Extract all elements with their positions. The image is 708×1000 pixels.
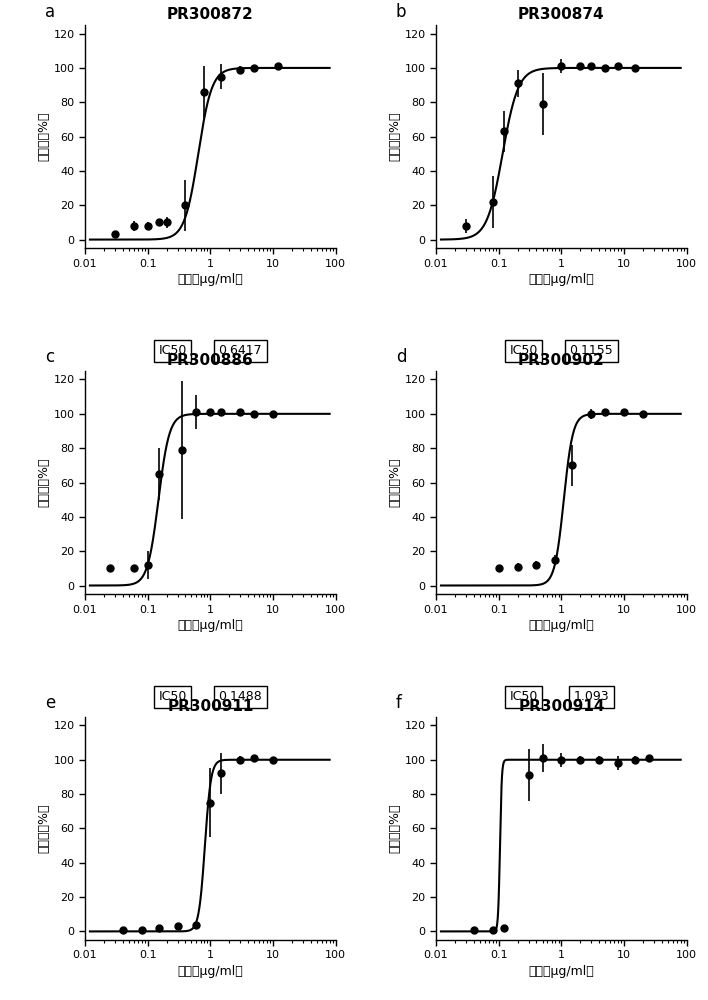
Text: b: b (396, 3, 406, 21)
Text: 1.093: 1.093 (573, 690, 610, 703)
Text: 0.1155: 0.1155 (570, 344, 613, 357)
Title: PR300886: PR300886 (167, 353, 253, 368)
Title: PR300914: PR300914 (518, 699, 605, 714)
X-axis label: 浓度（μg/ml）: 浓度（μg/ml） (528, 965, 594, 978)
Title: PR300874: PR300874 (518, 7, 605, 22)
Text: IC50: IC50 (159, 344, 187, 357)
X-axis label: 浓度（μg/ml）: 浓度（μg/ml） (178, 965, 244, 978)
Text: d: d (396, 348, 406, 366)
X-axis label: 浓度（μg/ml）: 浓度（μg/ml） (528, 273, 594, 286)
Title: PR300872: PR300872 (167, 7, 253, 22)
Y-axis label: 抑制率（%）: 抑制率（%） (38, 804, 51, 853)
Y-axis label: 抑制率（%）: 抑制率（%） (389, 112, 401, 161)
X-axis label: 浓度（μg/ml）: 浓度（μg/ml） (178, 273, 244, 286)
Text: IC50: IC50 (510, 344, 538, 357)
Y-axis label: 抑制率（%）: 抑制率（%） (38, 112, 51, 161)
Y-axis label: 抑制率（%）: 抑制率（%） (38, 458, 51, 507)
Text: c: c (45, 348, 54, 366)
Text: 0.6417: 0.6417 (219, 344, 262, 357)
Y-axis label: 抑制率（%）: 抑制率（%） (389, 458, 401, 507)
Text: e: e (45, 694, 55, 712)
Text: IC50: IC50 (510, 690, 538, 703)
Title: PR300902: PR300902 (518, 353, 605, 368)
X-axis label: 浓度（μg/ml）: 浓度（μg/ml） (178, 619, 244, 632)
Y-axis label: 抑制率（%）: 抑制率（%） (389, 804, 401, 853)
Text: a: a (45, 3, 55, 21)
Text: 0.1488: 0.1488 (219, 690, 262, 703)
X-axis label: 浓度（μg/ml）: 浓度（μg/ml） (528, 619, 594, 632)
Text: f: f (396, 694, 401, 712)
Text: IC50: IC50 (159, 690, 187, 703)
Title: PR300911: PR300911 (167, 699, 253, 714)
